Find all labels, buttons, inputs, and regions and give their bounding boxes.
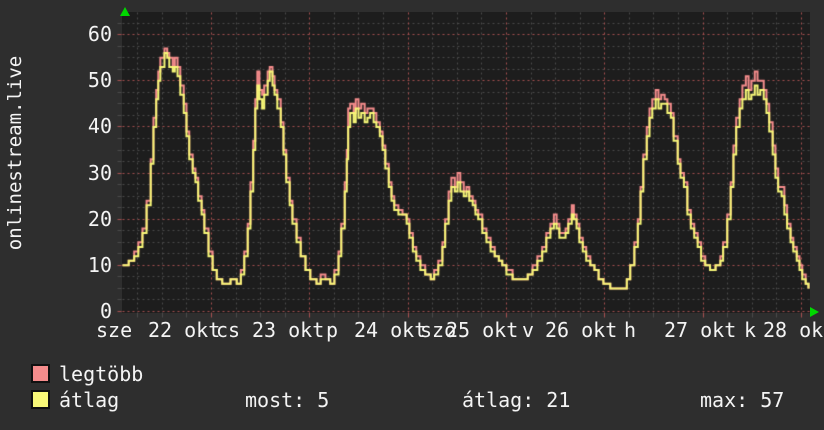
legend-swatch-atlag-icon [31, 390, 50, 409]
legend-stat: max: 57 [700, 388, 785, 412]
y-axis-tick-label: 60 [87, 22, 112, 47]
x-axis-tick-label: cs [216, 318, 241, 342]
x-axis-tick-label: 23 okt [252, 318, 325, 342]
x-axis-tick-label: 27 okt [664, 318, 737, 342]
y-axis-tick-label: 40 [87, 114, 112, 139]
x-axis-tick-label: 25 okt [446, 318, 519, 342]
x-axis-arrow-icon [810, 307, 819, 317]
legend-stat: most: 5 [245, 388, 330, 412]
x-axis-tick-label: 28 okt [763, 318, 824, 342]
y-axis-tick-label: 10 [87, 252, 112, 277]
chart-canvas [114, 12, 810, 319]
y-axis-tick-label: 20 [87, 206, 112, 231]
x-axis-tick-label: 24 okt [354, 318, 427, 342]
y-axis-arrow-icon [120, 7, 130, 16]
x-axis-tick-label: k [744, 318, 757, 342]
x-axis-tick-label: v [522, 318, 535, 342]
legend-label-atlag: átlag [59, 388, 120, 412]
x-axis-tick-label: 22 okt [148, 318, 221, 342]
y-axis-tick-label: 50 [87, 68, 112, 93]
legend-stat: átlag: 21 [462, 388, 571, 412]
legend-swatch-legtobb-icon [31, 364, 50, 383]
x-axis-tick-label: h [624, 318, 637, 342]
x-axis-tick-label: szo [420, 318, 457, 342]
vertical-title: onlinestream.live [4, 55, 26, 251]
x-axis-tick-label: p [326, 318, 339, 342]
x-axis-tick-label: sze [96, 318, 133, 342]
y-axis-tick-label: 0 [99, 299, 112, 323]
x-axis-tick-label: 26 okt [545, 318, 618, 342]
legend-label-legtobb: legtöbb [59, 362, 144, 386]
y-axis-tick-label: 30 [87, 160, 112, 185]
